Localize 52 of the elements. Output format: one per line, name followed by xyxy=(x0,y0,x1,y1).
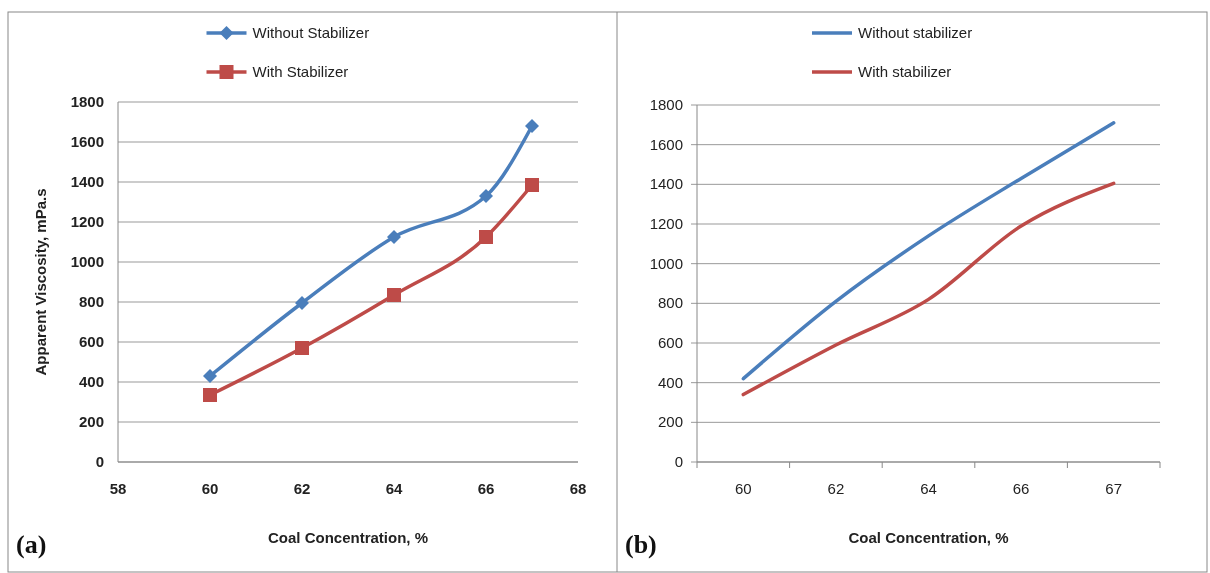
y-tick-label: 800 xyxy=(657,294,683,312)
x-tick-label: 62 xyxy=(293,480,311,497)
x-tick-label: 66 xyxy=(1012,480,1030,497)
point xyxy=(525,178,539,192)
x-axis-title: Coal Concentration, % xyxy=(267,529,429,546)
x-tick-label: 62 xyxy=(827,480,845,497)
legend-label: Without Stabilizer xyxy=(252,24,370,41)
legend-label: With stabilizer xyxy=(858,63,952,80)
x-tick-label: 60 xyxy=(201,480,219,497)
x-tick-label: 67 xyxy=(1105,480,1123,497)
y-tick-label: 200 xyxy=(657,413,683,431)
point xyxy=(295,296,309,310)
x-tick-label: 60 xyxy=(734,480,752,497)
y-tick-label: 1600 xyxy=(649,135,683,153)
y-tick-label: 1800 xyxy=(70,93,104,110)
y-tick-label: 200 xyxy=(78,413,104,430)
y-tick-label: 1400 xyxy=(649,175,683,193)
point xyxy=(479,189,493,203)
y-tick-label: 600 xyxy=(657,334,683,351)
y-tick-label: 1200 xyxy=(70,213,104,230)
y-tick-label: 1000 xyxy=(70,253,104,270)
point xyxy=(479,230,493,244)
y-tick-label: 400 xyxy=(78,373,104,390)
text: (a) xyxy=(16,530,47,559)
point xyxy=(387,288,401,302)
y-axis-title: Apparent Viscosity, mPa.s xyxy=(32,188,49,376)
y-tick-label: 1800 xyxy=(649,96,683,113)
legend-label: With Stabilizer xyxy=(252,63,349,80)
point xyxy=(295,341,309,355)
x-tick-label: 66 xyxy=(477,480,495,497)
text: (b) xyxy=(625,530,657,559)
point xyxy=(387,230,401,244)
y-tick-label: 0 xyxy=(674,453,683,470)
point xyxy=(203,369,217,383)
y-tick-label: 1600 xyxy=(70,133,104,150)
legend-label: Without stabilizer xyxy=(858,24,973,41)
y-tick-label: 600 xyxy=(78,333,104,350)
x-tick-label: 64 xyxy=(920,480,937,497)
x-axis-title: Coal Concentration, % xyxy=(848,529,1009,546)
x-tick-label: 64 xyxy=(385,480,403,497)
line-series xyxy=(741,121,1116,381)
y-tick-label: 1000 xyxy=(649,254,683,272)
y-tick-label: 1400 xyxy=(70,173,104,190)
point xyxy=(203,388,217,402)
y-tick-label: 800 xyxy=(78,293,104,310)
x-tick-label: 58 xyxy=(109,480,127,497)
x-tick-label: 68 xyxy=(569,480,587,497)
point xyxy=(525,119,539,133)
line-series xyxy=(741,181,1116,397)
y-tick-label: 1200 xyxy=(649,215,683,232)
y-tick-label: 400 xyxy=(657,373,683,391)
y-tick-label: 0 xyxy=(95,453,104,470)
